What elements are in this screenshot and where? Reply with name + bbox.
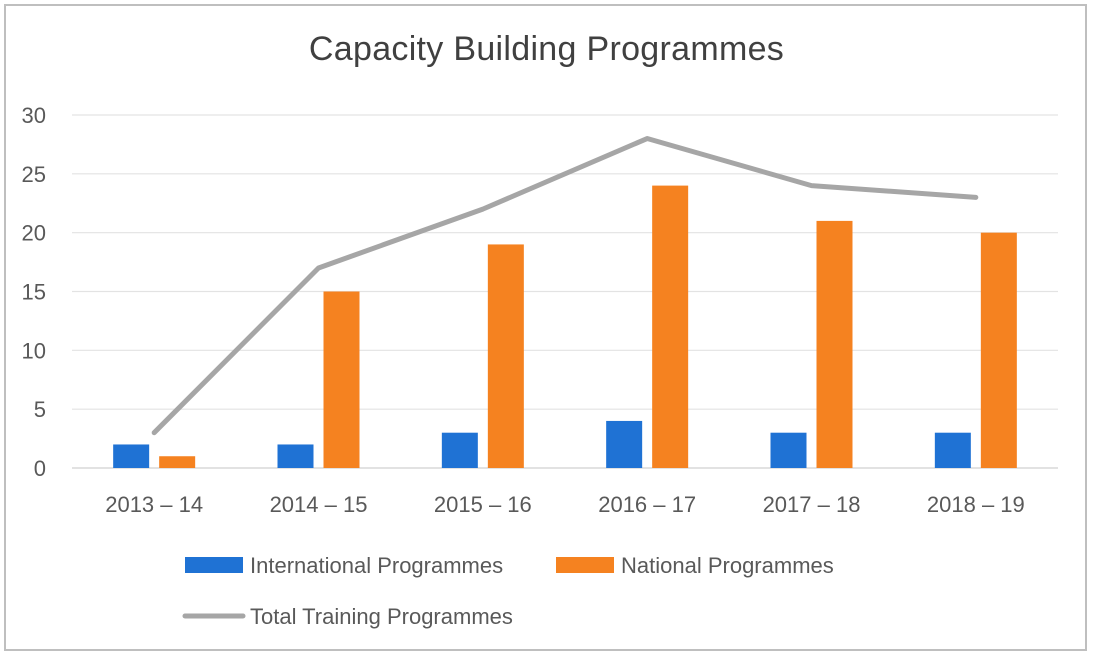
bar-international-programmes bbox=[934, 432, 971, 468]
bar-national-programmes bbox=[980, 232, 1017, 468]
bar-international-programmes bbox=[606, 420, 643, 468]
x-tick-label: 2017 – 18 bbox=[763, 492, 861, 517]
chart-frame bbox=[4, 4, 1087, 651]
bar-national-programmes bbox=[816, 220, 853, 468]
y-axis-ticks: 0 5 10 15 20 25 30 bbox=[22, 103, 46, 481]
x-tick-label: 2015 – 16 bbox=[434, 492, 532, 517]
bar-national-programmes bbox=[159, 456, 196, 468]
y-tick-label: 10 bbox=[22, 338, 46, 363]
y-tick-label: 25 bbox=[22, 162, 46, 187]
y-tick-label: 30 bbox=[22, 103, 46, 128]
x-tick-label: 2016 – 17 bbox=[598, 492, 696, 517]
legend-swatch-national-programmes bbox=[556, 557, 614, 573]
legend: International Programmes National Program… bbox=[182, 553, 834, 629]
legend-label-international-programmes: International Programmes bbox=[250, 553, 503, 578]
legend-label-total-training-programmes: Total Training Programmes bbox=[250, 604, 513, 629]
y-tick-label: 20 bbox=[22, 221, 46, 246]
gridlines bbox=[72, 114, 1058, 469]
legend-label-national-programmes: National Programmes bbox=[621, 553, 834, 578]
series-line-total-training bbox=[151, 136, 979, 436]
y-tick-label: 5 bbox=[34, 397, 46, 422]
y-tick-label: 15 bbox=[22, 280, 46, 305]
y-tick-label: 0 bbox=[34, 456, 46, 481]
x-axis-ticks: 2013 – 14 2014 – 15 2015 – 16 2016 – 17 2017… bbox=[105, 492, 1025, 517]
chart-title: Capacity Building Programmes bbox=[308, 30, 785, 68]
legend-swatch-international-programmes bbox=[185, 557, 243, 573]
bar-international-programmes bbox=[113, 444, 150, 468]
bar-international-programmes bbox=[770, 432, 807, 468]
x-tick-label: 2014 – 15 bbox=[270, 492, 368, 517]
bar-national-programmes bbox=[652, 185, 689, 468]
x-tick-label: 2018 – 19 bbox=[927, 492, 1025, 517]
x-tick-label: 2013 – 14 bbox=[105, 492, 203, 517]
bar-national-programmes bbox=[487, 244, 524, 468]
bar-international-programmes bbox=[441, 432, 478, 468]
bar-national-programmes bbox=[323, 291, 360, 468]
total-line bbox=[151, 136, 979, 436]
bar-international-programmes bbox=[277, 444, 314, 468]
bars bbox=[113, 185, 1017, 468]
